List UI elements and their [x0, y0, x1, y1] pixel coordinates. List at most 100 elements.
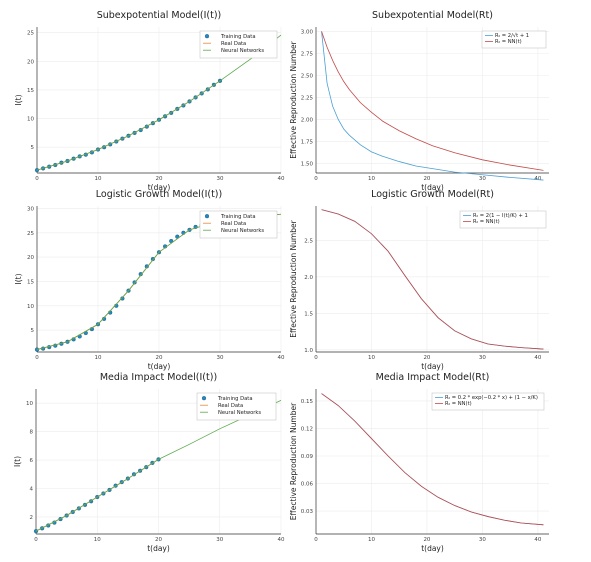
y-tick-label: 2.50: [301, 73, 314, 79]
y-tick-label: 2.00: [301, 117, 314, 123]
y-tick-label: 10: [26, 401, 33, 407]
y-tick-label: 2: [30, 515, 34, 521]
rt-nn-line: [321, 393, 544, 526]
y-tick-label: 2.0: [304, 275, 313, 281]
y-tick-label: 5: [31, 328, 35, 334]
x-tick-label: 30: [479, 176, 486, 182]
y-tick-label: 20: [27, 59, 34, 65]
y-tick-label: 1.75: [301, 139, 314, 145]
x-axis-label: t(day): [148, 362, 171, 371]
chart-title: Media Impact Model(I(t)): [100, 372, 217, 383]
y-tick-label: 15: [27, 88, 34, 94]
rt-formula-line: [321, 209, 544, 350]
x-tick-label: 20: [423, 355, 430, 361]
x-tick-label: 10: [368, 537, 375, 543]
y-tick-label: 0.06: [301, 482, 314, 488]
rt-formula-line: [321, 393, 544, 526]
legend-marker: [204, 214, 210, 219]
x-axis-label: t(day): [421, 362, 444, 371]
legend-label: Rₜ = NN(t): [445, 401, 472, 407]
x-tick-label: 20: [423, 537, 430, 543]
y-tick-label: 5: [31, 145, 35, 151]
chart-panel-2: Subexpotential Model(Rt) 0 10 20 30 40 1.50 1.7…: [289, 10, 549, 192]
y-axis-label: Effective Reproduction Number: [289, 219, 298, 337]
training-data-point: [120, 296, 125, 301]
x-tick-label: 10: [95, 355, 102, 361]
chart-panel-1: Subexpotential Model(I(t)) 0 10 20 30 40 5 10 15…: [14, 10, 285, 192]
legend-label: Training Data: [220, 34, 256, 40]
x-tick-label: 10: [95, 176, 102, 182]
x-tick-label: 40: [278, 176, 285, 182]
gridlines: [315, 27, 549, 173]
y-tick-label: 0.09: [301, 454, 314, 460]
x-tick-label: 30: [479, 355, 486, 361]
legend-box: [199, 30, 278, 59]
x-tick-label: 30: [479, 537, 486, 543]
x-tick-label: 0: [314, 537, 318, 543]
y-tick-label: 15: [27, 279, 34, 285]
y-tick-label: 30: [27, 206, 34, 212]
chart-panel-3: Logistic Growth Model(I(t)) 0 10 20 30 40 5 10 1…: [14, 189, 285, 371]
y-axis-label: Effective Reproduction Number: [289, 402, 298, 520]
y-tick-label: 2.75: [301, 51, 314, 57]
legend-box: [481, 30, 547, 49]
legend: Rₜ = 2(1 − I(t)/K) + 1Rₜ = NN(t): [459, 210, 547, 229]
y-tick-label: 3.00: [301, 29, 314, 35]
legend-label: Real Data: [218, 403, 243, 409]
x-axis-label: t(day): [147, 544, 170, 553]
y-tick-label: 1.50: [301, 161, 314, 167]
y-tick-label: 25: [27, 231, 34, 237]
x-tick-label: 20: [155, 537, 162, 543]
x-tick-label: 20: [156, 176, 163, 182]
y-tick-label: 1.5: [304, 311, 313, 317]
chart-title: Media Impact Model(Rt): [376, 372, 490, 383]
y-axis-label: Effective Reproduction Number: [289, 40, 298, 158]
x-tick-label: 0: [314, 355, 318, 361]
x-tick-label: 0: [35, 355, 39, 361]
y-tick-label: 0.15: [301, 399, 314, 405]
x-tick-label: 10: [368, 176, 375, 182]
legend-label: Rₜ = 0.2 * exp(−0.2 * x) + (1 − x/K): [445, 395, 538, 401]
legend-label: Rₜ = 2(1 − I(t)/K) + 1: [473, 213, 528, 219]
real-data-line: [36, 80, 221, 171]
y-tick-label: 0.12: [301, 426, 313, 432]
training-data-point: [138, 272, 143, 277]
y-tick-label: 0.03: [301, 509, 314, 515]
chart-title: Subexpotential Model(Rt): [372, 10, 493, 21]
chart-panel-4: Logistic Growth Model(Rt) 0 10 20 30 40 1.0 1.5…: [289, 189, 549, 371]
x-tick-label: 40: [278, 355, 285, 361]
y-tick-label: 8: [30, 430, 34, 436]
x-axis-label: t(day): [148, 183, 171, 192]
y-tick-label: 20: [27, 255, 34, 261]
legend-label: Training Data: [217, 396, 253, 402]
legend-label: Neural Networks: [221, 228, 264, 234]
rt-nn-line: [321, 209, 544, 350]
legend-box: [199, 210, 278, 239]
y-axis-label: I(t): [14, 273, 23, 284]
gridlines: [315, 389, 549, 534]
legend-label: Neural Networks: [221, 48, 264, 54]
x-tick-label: 40: [278, 537, 285, 543]
legend-label: Rₜ = NN(t): [473, 219, 500, 225]
legend-label: Real Data: [221, 221, 246, 227]
x-tick-label: 20: [423, 176, 430, 182]
legend-box: [196, 392, 277, 421]
x-tick-label: 40: [534, 176, 541, 182]
legend-marker: [201, 396, 207, 401]
legend-marker: [204, 34, 210, 39]
y-tick-label: 2.25: [301, 95, 314, 101]
chart-title: Logistic Growth Model(I(t)): [96, 189, 222, 200]
x-tick-label: 10: [368, 355, 375, 361]
x-tick-label: 40: [534, 537, 541, 543]
chart-panel-6: Media Impact Model(Rt) 0 10 20 30 40 0.03 0.06 0…: [289, 372, 549, 553]
chart-panel-5: Media Impact Model(I(t)) 0 10 20 30 40 2 4 6 8 10 t…: [13, 372, 285, 553]
legend-label: Real Data: [221, 41, 246, 47]
x-tick-label: 0: [34, 537, 38, 543]
neural-network-line: [36, 34, 282, 171]
x-tick-label: 40: [534, 355, 541, 361]
y-tick-label: 1.0: [304, 348, 313, 354]
y-tick-label: 4: [30, 487, 34, 493]
x-tick-label: 30: [216, 537, 223, 543]
